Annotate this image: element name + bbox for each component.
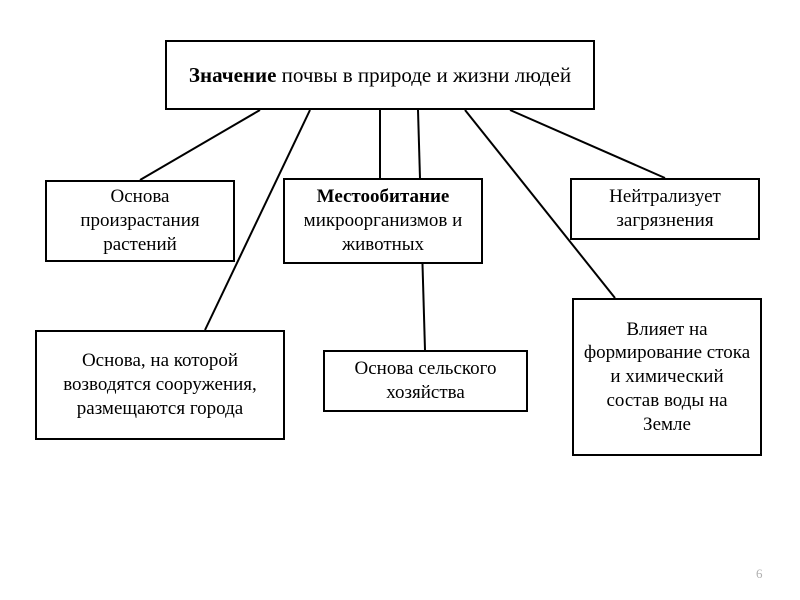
child-node: Местообитание микроорганизмов и животных xyxy=(283,178,483,264)
root-node: Значение почвы в природе и жизни людей xyxy=(165,40,595,110)
child-node-text: микроорганизмов и животных xyxy=(304,210,463,255)
root-rest: почвы в природе и жизни людей xyxy=(276,63,571,87)
child-node: Основа сельского хозяйства xyxy=(323,350,528,412)
child-node-text: Нейтрализует загрязнения xyxy=(609,186,721,231)
child-node-text: Основа, на которой возводятся сооружения… xyxy=(63,350,257,419)
child-node-text: Основа сельского хозяйства xyxy=(355,358,497,403)
page-number: 6 xyxy=(756,566,763,582)
child-node: Основа произрастания растений xyxy=(45,180,235,262)
connector-line xyxy=(140,110,260,180)
child-node: Влияет на формирование стока и химически… xyxy=(572,298,762,456)
connector-line xyxy=(510,110,665,178)
child-node-bold: Местообитание xyxy=(317,186,450,207)
diagram-container: Значение почвы в природе и жизни людей О… xyxy=(0,0,800,600)
child-node: Нейтрализует загрязнения xyxy=(570,178,760,240)
child-node: Основа, на которой возводятся сооружения… xyxy=(35,330,285,440)
child-node-text: Основа произрастания растений xyxy=(80,186,199,255)
child-node-text: Влияет на формирование стока и химически… xyxy=(584,319,750,435)
root-bold: Значение xyxy=(189,63,277,87)
